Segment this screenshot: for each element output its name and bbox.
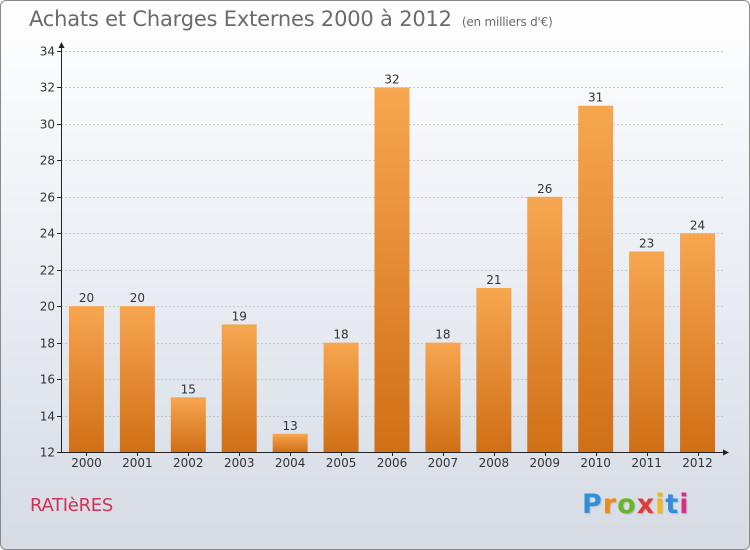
bar-2010	[578, 105, 614, 452]
axis-layer	[57, 42, 729, 456]
y-tick-label: 28	[40, 154, 55, 168]
x-tick-label: 2003	[224, 456, 255, 470]
y-tick-label: 24	[40, 227, 55, 241]
logo-letter: i	[655, 489, 666, 520]
x-axis-arrow	[723, 449, 729, 456]
bar-2001	[119, 306, 155, 452]
proxiti-logo[interactable]: Proxiti	[582, 489, 690, 520]
data-label: 19	[232, 309, 247, 323]
bar-2008	[476, 287, 512, 452]
data-label: 20	[130, 291, 145, 305]
bar-2006	[374, 87, 410, 453]
bar-2003	[221, 324, 257, 452]
data-label: 31	[588, 91, 603, 105]
bar-2007	[425, 342, 461, 452]
y-tick-label: 20	[40, 300, 55, 314]
x-tick-label: 2001	[122, 456, 153, 470]
bar-2002	[170, 397, 206, 452]
y-tick-label: 12	[40, 446, 55, 460]
data-label: 13	[283, 419, 298, 433]
x-tick-label: 2009	[529, 456, 560, 470]
data-label: 21	[486, 273, 501, 287]
logo-letter: x	[636, 489, 656, 520]
bar-2009	[527, 196, 563, 452]
y-tick-label: 32	[40, 81, 55, 95]
logo-letter: P	[582, 489, 603, 520]
y-tick-label: 30	[40, 118, 55, 132]
logo-letter: o	[617, 489, 637, 520]
data-label: 15	[181, 382, 196, 396]
bar-layer	[68, 87, 716, 453]
x-tick-label: 2007	[428, 456, 459, 470]
bar-2011	[629, 251, 665, 452]
x-tick-label: 2005	[326, 456, 357, 470]
x-tick-label: 2002	[173, 456, 204, 470]
data-label: 26	[537, 182, 552, 196]
data-label: 32	[384, 72, 399, 86]
chart-title-text: Achats et Charges Externes 2000 à 2012	[29, 7, 452, 31]
label-layer: 12 14 16 18 20 22 24 26 28 30 32 34 20 2000 20 2001 15 20…	[40, 45, 713, 471]
data-label: 20	[79, 291, 94, 305]
y-tick-label: 18	[40, 337, 55, 351]
logo-letter: t	[665, 489, 680, 520]
x-tick-label: 2008	[479, 456, 510, 470]
bar-2004	[272, 433, 308, 452]
x-tick-label: 2004	[275, 456, 306, 470]
bar-2000	[68, 306, 104, 452]
commune-name: RATIèRES	[30, 495, 113, 516]
logo-letter: r	[602, 489, 618, 520]
chart-title: Achats et Charges Externes 2000 à 2012 (e…	[29, 7, 553, 31]
chart-subtitle: (en milliers d'€)	[461, 15, 553, 29]
x-tick-label: 2006	[377, 456, 408, 470]
y-tick-label: 26	[40, 191, 55, 205]
data-label: 23	[639, 237, 654, 251]
x-tick-label: 2011	[631, 456, 662, 470]
x-tick-label: 2000	[71, 456, 102, 470]
y-tick-label: 14	[40, 410, 55, 424]
y-tick-label: 22	[40, 264, 55, 278]
x-tick-label: 2010	[580, 456, 611, 470]
bar-2012	[680, 233, 716, 452]
data-label: 18	[333, 328, 348, 342]
data-label: 18	[435, 328, 450, 342]
y-tick-label: 16	[40, 373, 55, 387]
x-tick-label: 2012	[682, 456, 713, 470]
logo-letter: i	[679, 489, 690, 520]
bar-2005	[323, 342, 359, 452]
y-tick-label: 34	[40, 45, 55, 59]
y-axis-arrow	[58, 42, 65, 48]
data-label: 24	[690, 218, 705, 232]
